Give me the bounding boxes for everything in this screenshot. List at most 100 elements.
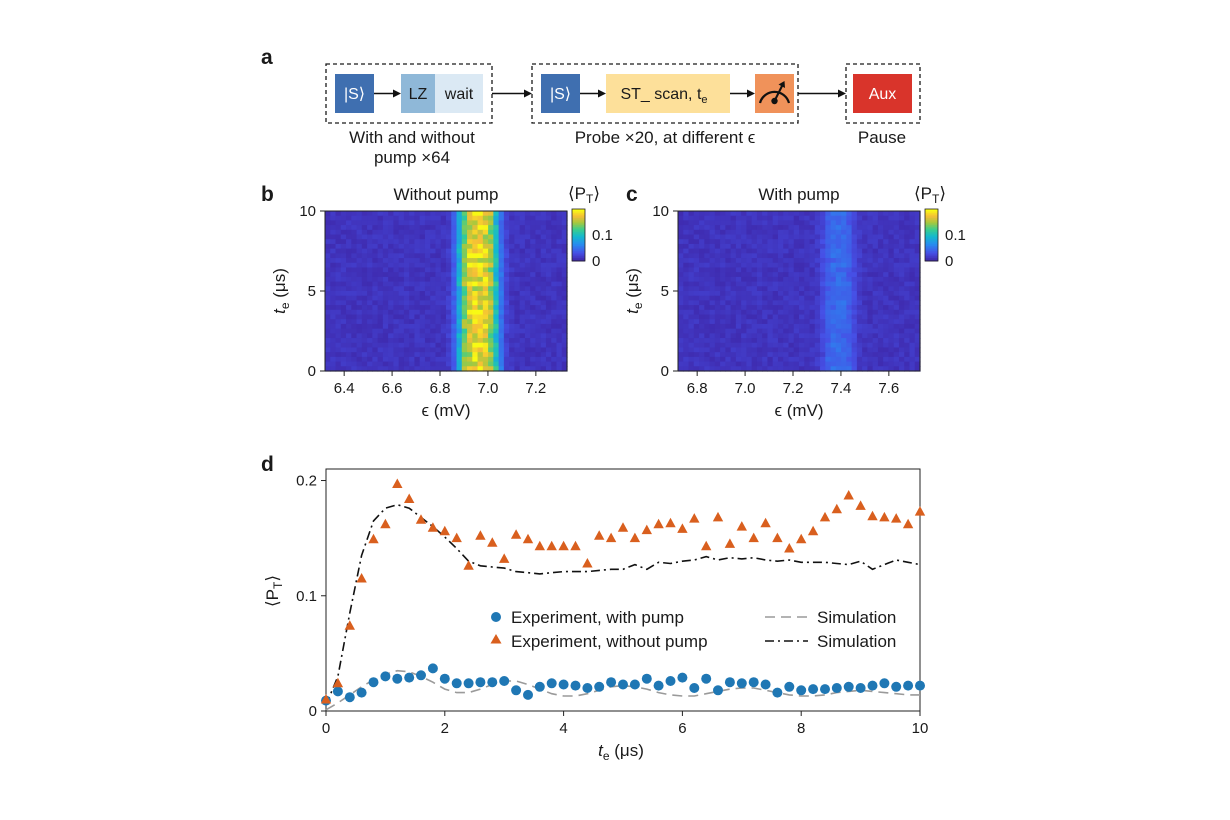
heatmap-cell — [777, 258, 784, 264]
heatmap-cell — [809, 211, 816, 217]
heatmap-cell — [372, 253, 379, 259]
heatmap-cell — [793, 300, 800, 306]
point-with-pump — [523, 689, 533, 700]
heatmap-cell — [535, 323, 542, 330]
heatmap-cell — [503, 211, 510, 217]
heatmap-cell — [372, 229, 379, 236]
heatmap-cell — [767, 352, 774, 358]
heatmap-cell — [730, 272, 737, 278]
heatmap-cell — [519, 286, 526, 292]
heatmap-cell — [909, 225, 916, 231]
heatmap-cell — [862, 281, 868, 287]
heatmap-cell — [730, 239, 737, 245]
heatmap-cell — [683, 225, 690, 231]
heatmap-cell — [419, 314, 426, 320]
heatmap-cell — [530, 229, 537, 236]
panel-label-a: a — [261, 46, 273, 69]
heatmap-cell — [804, 300, 811, 306]
heatmap-cell — [488, 309, 494, 316]
heatmap-cell — [683, 262, 690, 269]
heatmap-cell — [335, 366, 342, 372]
heatmap-cell — [419, 342, 426, 349]
heatmap-cell — [846, 291, 853, 297]
heatmap-cell — [430, 342, 437, 349]
heatmap-cell — [424, 243, 431, 250]
heatmap-cell — [519, 338, 526, 344]
heatmap-cell — [683, 253, 690, 259]
heatmap-cell — [683, 309, 690, 316]
heatmap-cell — [440, 220, 447, 226]
point-with-pump — [368, 677, 379, 688]
colorbar-segment — [925, 259, 938, 262]
heatmap-cell — [398, 253, 405, 259]
heatmap-cell — [804, 272, 811, 278]
heatmap-cell — [530, 262, 537, 269]
heatmap-cell — [893, 295, 900, 302]
heatmap-cell — [820, 305, 826, 311]
heatmap-cell — [741, 295, 747, 302]
heatmap-cell — [783, 225, 790, 231]
heatmap-cell — [419, 239, 426, 245]
heatmap-cell — [477, 366, 484, 372]
heatmap-cell — [872, 309, 879, 316]
heatmap-cell — [351, 338, 358, 344]
point-without-pump — [641, 524, 652, 535]
heatmap-cell — [524, 215, 531, 222]
heatmap-cell — [467, 281, 473, 287]
point-without-pump — [701, 540, 712, 551]
heatmap-cell — [446, 366, 452, 372]
heatmap-cell — [914, 319, 921, 325]
heatmap-cell — [377, 248, 384, 254]
heatmap-cell — [699, 272, 705, 278]
heatmap-cell — [340, 309, 347, 316]
heatmap-cell — [720, 211, 726, 217]
heatmap-cell — [793, 272, 800, 278]
point-without-pump — [380, 518, 391, 529]
heatmap-cell — [835, 300, 842, 306]
heatmap-cell — [678, 225, 684, 231]
heatmap-cell — [472, 281, 479, 287]
point-without-pump — [415, 514, 427, 524]
heatmap-cell — [382, 338, 389, 344]
heatmap-cell — [788, 309, 795, 316]
heatmap-cell — [688, 248, 695, 254]
heatmap-cell — [688, 291, 695, 297]
heatmap-cell — [372, 295, 379, 302]
heatmap-cell — [751, 347, 758, 353]
heatmap-cell — [388, 211, 394, 217]
heatmap-cell — [904, 243, 911, 250]
heatmap-cell — [451, 300, 458, 306]
heatmap-cell — [393, 262, 400, 269]
heatmap-cell — [856, 215, 863, 222]
heatmap-cell — [524, 309, 531, 316]
heatmap-cell — [414, 323, 421, 330]
heatmap-cell — [493, 239, 500, 245]
heatmap-cell — [424, 276, 431, 283]
heatmap-cell — [535, 220, 542, 226]
heatmap-cell — [725, 225, 732, 231]
heatmap-cell — [914, 300, 921, 306]
heatmap-cell — [477, 309, 484, 316]
heatmap-cell — [888, 239, 895, 245]
x-tick-label: 0 — [322, 720, 330, 737]
heatmap-cell — [414, 253, 421, 259]
heatmap-cell — [741, 352, 747, 358]
heatmap-cell — [688, 295, 695, 302]
heatmap-cell — [498, 333, 505, 339]
heatmap-cell — [325, 300, 331, 306]
heatmap-cell — [382, 319, 389, 325]
heatmap-cell — [872, 267, 879, 273]
heatmap-cell — [482, 352, 489, 358]
heatmap-cell — [325, 243, 331, 250]
heatmap-cell — [524, 338, 531, 344]
heatmap-cell — [540, 234, 547, 240]
heatmap-cell — [367, 291, 373, 297]
heatmap-cell — [788, 281, 795, 287]
heatmap-cell — [762, 243, 769, 250]
heatmap-cell — [530, 291, 537, 297]
heatmap-cell — [372, 314, 379, 320]
heatmap-cell — [883, 262, 890, 269]
colorbar-segment — [925, 226, 938, 229]
heatmap-cell — [351, 352, 358, 358]
